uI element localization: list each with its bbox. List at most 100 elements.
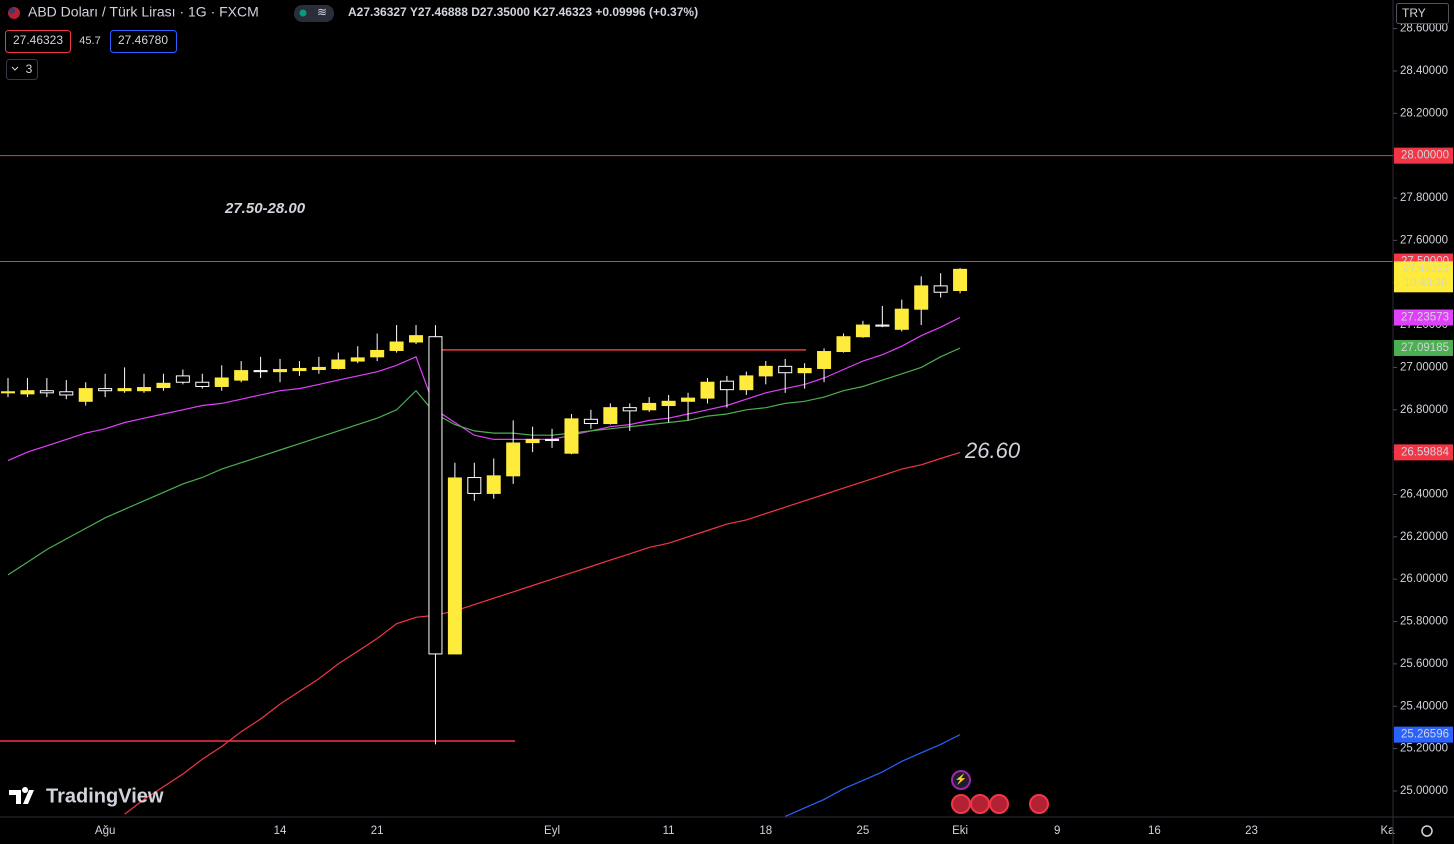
- spread: 45.7: [79, 35, 100, 47]
- candle-body: [98, 388, 113, 392]
- candle-body: [39, 390, 54, 394]
- candle-body: [739, 375, 754, 391]
- event-icon[interactable]: [970, 794, 990, 814]
- event-icon[interactable]: [989, 794, 1009, 814]
- x-tick-label: Eyl: [544, 825, 560, 837]
- candle-body: [331, 359, 346, 369]
- flag-icon: [9, 8, 15, 14]
- candle-body: [661, 400, 676, 407]
- price-badge: [1394, 147, 1453, 164]
- candle-body: [953, 268, 968, 291]
- x-tick-label: Ka: [1380, 825, 1395, 837]
- candle-body: [914, 285, 929, 310]
- buy-button[interactable]: [110, 30, 177, 53]
- buy-price: 27.46780: [118, 33, 168, 47]
- x-tick-label: Ağu: [95, 825, 115, 837]
- x-tick-label: 21: [371, 825, 384, 837]
- candle-body: [370, 349, 385, 358]
- zone-annotation: 27.50-28.00: [224, 200, 306, 217]
- candle-body: [234, 370, 249, 381]
- status-icon: ≋: [317, 5, 327, 19]
- y-tick-label: 26.40000: [1400, 489, 1448, 501]
- y-tick-label: 25.20000: [1400, 743, 1448, 755]
- candle-body: [350, 357, 365, 362]
- indicator-line: [784, 734, 961, 817]
- candle-body: [137, 387, 152, 392]
- y-tick-label: 27.60000: [1400, 234, 1448, 246]
- last-price-label: 27.46323: [1403, 263, 1449, 275]
- status-pill[interactable]: [294, 5, 334, 22]
- candle-body: [253, 370, 268, 373]
- candle-body: [583, 418, 598, 425]
- price-badge-label: 26.59884: [1401, 446, 1450, 458]
- indicator-count: 3: [26, 62, 33, 76]
- candle-body: [817, 351, 832, 369]
- x-tick-label: 18: [759, 825, 772, 837]
- candle-body: [894, 308, 909, 330]
- watermark: TradingView: [9, 785, 164, 807]
- y-tick-label: 25.60000: [1400, 658, 1448, 670]
- y-tick-label: 26.20000: [1400, 531, 1448, 543]
- y-tick-label: 28.20000: [1400, 107, 1448, 119]
- price-badge: [1394, 726, 1453, 743]
- event-icon[interactable]: [951, 770, 971, 790]
- candle-body: [409, 335, 424, 343]
- event-icon[interactable]: [951, 794, 971, 814]
- price-badge-label: 27.09185: [1401, 342, 1449, 354]
- price-badge: [1394, 444, 1453, 461]
- event-icon[interactable]: [1029, 794, 1049, 814]
- candle-body: [681, 397, 696, 402]
- candle-body: [700, 381, 715, 399]
- ohlc-values: A27.36327 Y27.46888 D27.35000 K27.46323 …: [348, 5, 698, 19]
- level-annotation: 26.60: [964, 438, 1021, 463]
- price-badge-label: 25.26596: [1401, 729, 1449, 741]
- x-tick-label: 14: [274, 825, 287, 837]
- indicator-line: [124, 451, 961, 815]
- settings-icon[interactable]: [1421, 825, 1433, 837]
- events: ⚡: [951, 770, 1049, 814]
- watermark-text: TradingView: [46, 785, 164, 807]
- x-tick-label: 11: [663, 825, 675, 837]
- y-tick-label: 28.60000: [1400, 23, 1448, 35]
- price-badge: [1394, 309, 1453, 326]
- y-tick-label: 26.80000: [1400, 404, 1448, 416]
- candle-body: [855, 324, 870, 338]
- y-tick-label: 26.00000: [1400, 573, 1448, 585]
- candle-body: [214, 377, 229, 387]
- candle-body: [273, 369, 288, 373]
- candle-body: [1, 391, 15, 394]
- indicator-line: [7, 347, 961, 576]
- y-tick-label: 25.40000: [1400, 700, 1448, 712]
- candle-body: [836, 336, 851, 353]
- candle-body: [933, 285, 948, 293]
- header: ABD Doları / Türk Lirası · 1G · FXCM ≋ A…: [5, 3, 1449, 80]
- candle-body: [622, 407, 637, 412]
- y-tick-label: 28.40000: [1400, 65, 1448, 77]
- currency-button[interactable]: [1396, 3, 1449, 24]
- candle-body: [389, 341, 404, 351]
- y-tick-label: 25.00000: [1400, 785, 1448, 797]
- y-tick-label: 27.00000: [1400, 361, 1448, 373]
- candle-body: [195, 381, 210, 387]
- candle-body: [447, 477, 462, 655]
- indicator-toggle[interactable]: [6, 59, 38, 80]
- candle-body: [525, 438, 540, 444]
- x-tick-label: 9: [1054, 825, 1060, 837]
- candle-body: [59, 391, 74, 396]
- y-tick-label: 27.80000: [1400, 192, 1448, 204]
- candle-body: [175, 375, 190, 383]
- candle-body: [797, 367, 812, 374]
- x-tick-label: 25: [857, 825, 870, 837]
- x-tick-label: Eki: [952, 825, 968, 837]
- price-badge-label: 27.23573: [1401, 312, 1449, 324]
- candle-body: [117, 388, 132, 392]
- y-tick-label: 25.80000: [1400, 616, 1448, 628]
- x-tick-label: 16: [1148, 825, 1161, 837]
- candle-body: [778, 365, 793, 374]
- candle-body: [545, 438, 560, 441]
- candle-body: [603, 407, 618, 425]
- candle-body: [311, 366, 326, 371]
- sell-button[interactable]: [5, 30, 71, 53]
- price-badge: [1394, 339, 1453, 356]
